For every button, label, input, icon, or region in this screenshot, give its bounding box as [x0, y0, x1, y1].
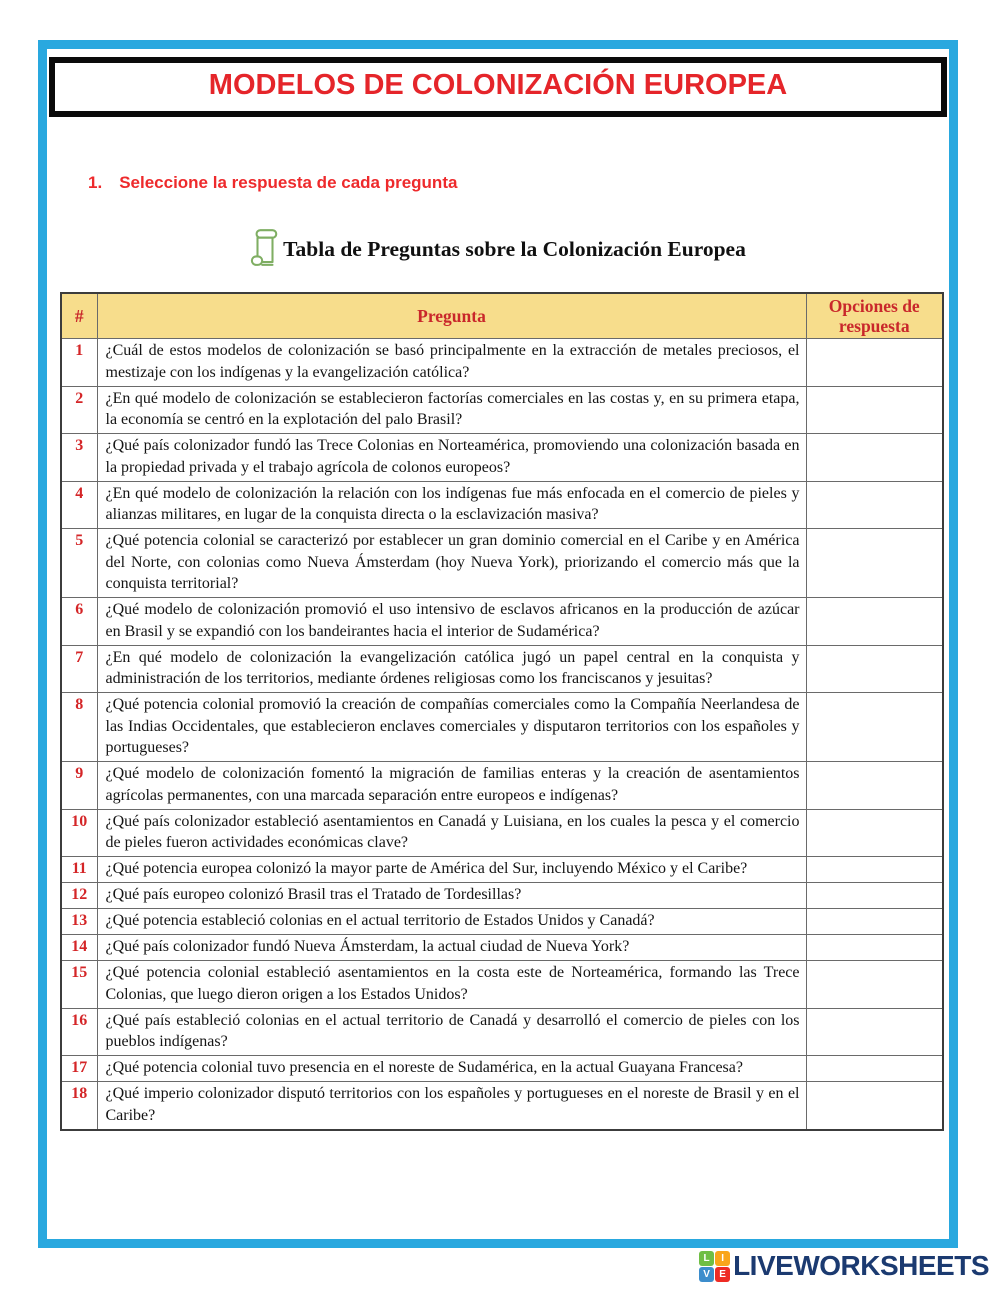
questions-tbody: 1 ¿Cuál de estos modelos de colonización… — [60, 338, 944, 1130]
row-number: 2 — [60, 385, 98, 434]
table-row: 7 ¿En qué modelo de colonización la evan… — [60, 644, 944, 693]
subtitle-row: Tabla de Preguntas sobre la Colonización… — [47, 225, 949, 274]
row-number: 13 — [60, 908, 98, 935]
row-question: ¿Qué potencia estableció colonias en el … — [96, 908, 807, 935]
row-question: ¿Qué modelo de colonización promovió el … — [96, 597, 807, 646]
row-number: 14 — [60, 934, 98, 961]
table-row: 15 ¿Qué potencia colonial estableció ase… — [60, 960, 944, 1009]
row-question: ¿Qué potencia europea colonizó la mayor … — [96, 856, 807, 883]
row-question: ¿Qué país colonizador estableció asentam… — [96, 808, 807, 857]
row-answer-cell[interactable] — [805, 338, 944, 387]
row-question: ¿Qué potencia colonial tuvo presencia en… — [96, 1055, 807, 1082]
row-answer-cell[interactable] — [805, 761, 944, 810]
row-question: ¿Qué potencia colonial se caracterizó po… — [96, 528, 807, 598]
table-header-row: # Pregunta Opciones de respuesta — [60, 292, 944, 339]
table-row: 4 ¿En qué modelo de colonización la rela… — [60, 480, 944, 529]
logo-tile-v: V — [699, 1266, 715, 1282]
page-title: MODELOS DE COLONIZACIÓN EUROPEA — [208, 69, 788, 101]
row-question: ¿Qué país colonizador fundó las Trece Co… — [96, 433, 807, 482]
row-number: 3 — [60, 433, 98, 482]
row-answer-cell[interactable] — [805, 644, 944, 693]
row-number: 18 — [60, 1081, 98, 1130]
row-number: 7 — [60, 644, 98, 693]
instruction-text: Seleccione la respuesta de cada pregunta — [119, 173, 458, 192]
table-row: 2 ¿En qué modelo de colonización se esta… — [60, 385, 944, 434]
table-row: 16 ¿Qué país estableció colonias en el a… — [60, 1007, 944, 1056]
table-row: 12 ¿Qué país europeo colonizó Brasil tra… — [60, 882, 944, 909]
row-question: ¿Qué imperio colonizador disputó territo… — [96, 1081, 807, 1130]
logo-tile-l: L — [699, 1250, 715, 1266]
row-number: 1 — [60, 338, 98, 387]
title-banner: MODELOS DE COLONIZACIÓN EUROPEA — [49, 57, 947, 117]
row-answer-cell[interactable] — [805, 528, 944, 598]
row-answer-cell[interactable] — [805, 433, 944, 482]
logo-tile-i: I — [715, 1250, 731, 1266]
row-question: ¿Qué país estableció colonias en el actu… — [96, 1007, 807, 1056]
table-row: 10 ¿Qué país colonizador estableció asen… — [60, 808, 944, 857]
col-header-number: # — [60, 292, 98, 339]
row-number: 6 — [60, 597, 98, 646]
table-row: 17 ¿Qué potencia colonial tuvo presencia… — [60, 1055, 944, 1082]
table-subtitle: Tabla de Preguntas sobre la Colonización… — [283, 237, 746, 261]
row-answer-cell[interactable] — [805, 1055, 944, 1082]
row-answer-cell[interactable] — [805, 934, 944, 961]
col-header-question: Pregunta — [96, 292, 807, 339]
row-question: ¿En qué modelo de colonización se establ… — [96, 385, 807, 434]
row-question: ¿Qué país europeo colonizó Brasil tras e… — [96, 882, 807, 909]
row-number: 9 — [60, 761, 98, 810]
row-answer-cell[interactable] — [805, 692, 944, 762]
table-row: 11 ¿Qué potencia europea colonizó la may… — [60, 856, 944, 883]
logo-tile-e: E — [715, 1266, 731, 1282]
table-row: 14 ¿Qué país colonizador fundó Nueva Áms… — [60, 934, 944, 961]
row-answer-cell[interactable] — [805, 597, 944, 646]
row-question: ¿Qué país colonizador fundó Nueva Ámster… — [96, 934, 807, 961]
col-header-options: Opciones de respuesta — [805, 292, 944, 339]
table-row: 6 ¿Qué modelo de colonización promovió e… — [60, 597, 944, 646]
row-number: 12 — [60, 882, 98, 909]
table-row: 1 ¿Cuál de estos modelos de colonización… — [60, 338, 944, 387]
row-number: 5 — [60, 528, 98, 598]
instruction-number: 1. — [88, 173, 103, 192]
row-number: 8 — [60, 692, 98, 762]
row-answer-cell[interactable] — [805, 960, 944, 1009]
worksheet-frame: MODELOS DE COLONIZACIÓN EUROPEA 1. Selecc… — [38, 40, 958, 1248]
row-answer-cell[interactable] — [805, 908, 944, 935]
row-number: 17 — [60, 1055, 98, 1082]
row-answer-cell[interactable] — [805, 480, 944, 529]
table-row: 5 ¿Qué potencia colonial se caracterizó … — [60, 528, 944, 598]
table-row: 9 ¿Qué modelo de colonización fomentó la… — [60, 761, 944, 810]
row-number: 15 — [60, 960, 98, 1009]
table-row: 18 ¿Qué imperio colonizador disputó terr… — [60, 1081, 944, 1130]
row-question: ¿En qué modelo de colonización la evange… — [96, 644, 807, 693]
row-number: 4 — [60, 480, 98, 529]
row-answer-cell[interactable] — [805, 385, 944, 434]
instruction: 1. Seleccione la respuesta de cada pregun… — [88, 173, 949, 193]
questions-table: # Pregunta Opciones de respuesta 1 ¿Cuál… — [60, 292, 944, 1131]
row-answer-cell[interactable] — [805, 1081, 944, 1130]
row-question: ¿Cuál de estos modelos de colonización s… — [96, 338, 807, 387]
row-answer-cell[interactable] — [805, 856, 944, 883]
table-row: 3 ¿Qué país colonizador fundó las Trece … — [60, 433, 944, 482]
scroll-icon — [250, 227, 280, 274]
row-question: ¿Qué potencia colonial estableció asenta… — [96, 960, 807, 1009]
row-number: 10 — [60, 808, 98, 857]
row-number: 11 — [60, 856, 98, 883]
brand-wordmark: LIVEWORKSHEETS — [733, 1250, 989, 1281]
row-answer-cell[interactable] — [805, 808, 944, 857]
row-question: ¿Qué modelo de colonización fomentó la m… — [96, 761, 807, 810]
row-answer-cell[interactable] — [805, 882, 944, 909]
table-row: 8 ¿Qué potencia colonial promovió la cre… — [60, 692, 944, 762]
row-question: ¿En qué modelo de colonización la relaci… — [96, 480, 807, 529]
row-number: 16 — [60, 1007, 98, 1056]
row-question: ¿Qué potencia colonial promovió la creac… — [96, 692, 807, 762]
table-row: 13 ¿Qué potencia estableció colonias en … — [60, 908, 944, 935]
row-answer-cell[interactable] — [805, 1007, 944, 1056]
